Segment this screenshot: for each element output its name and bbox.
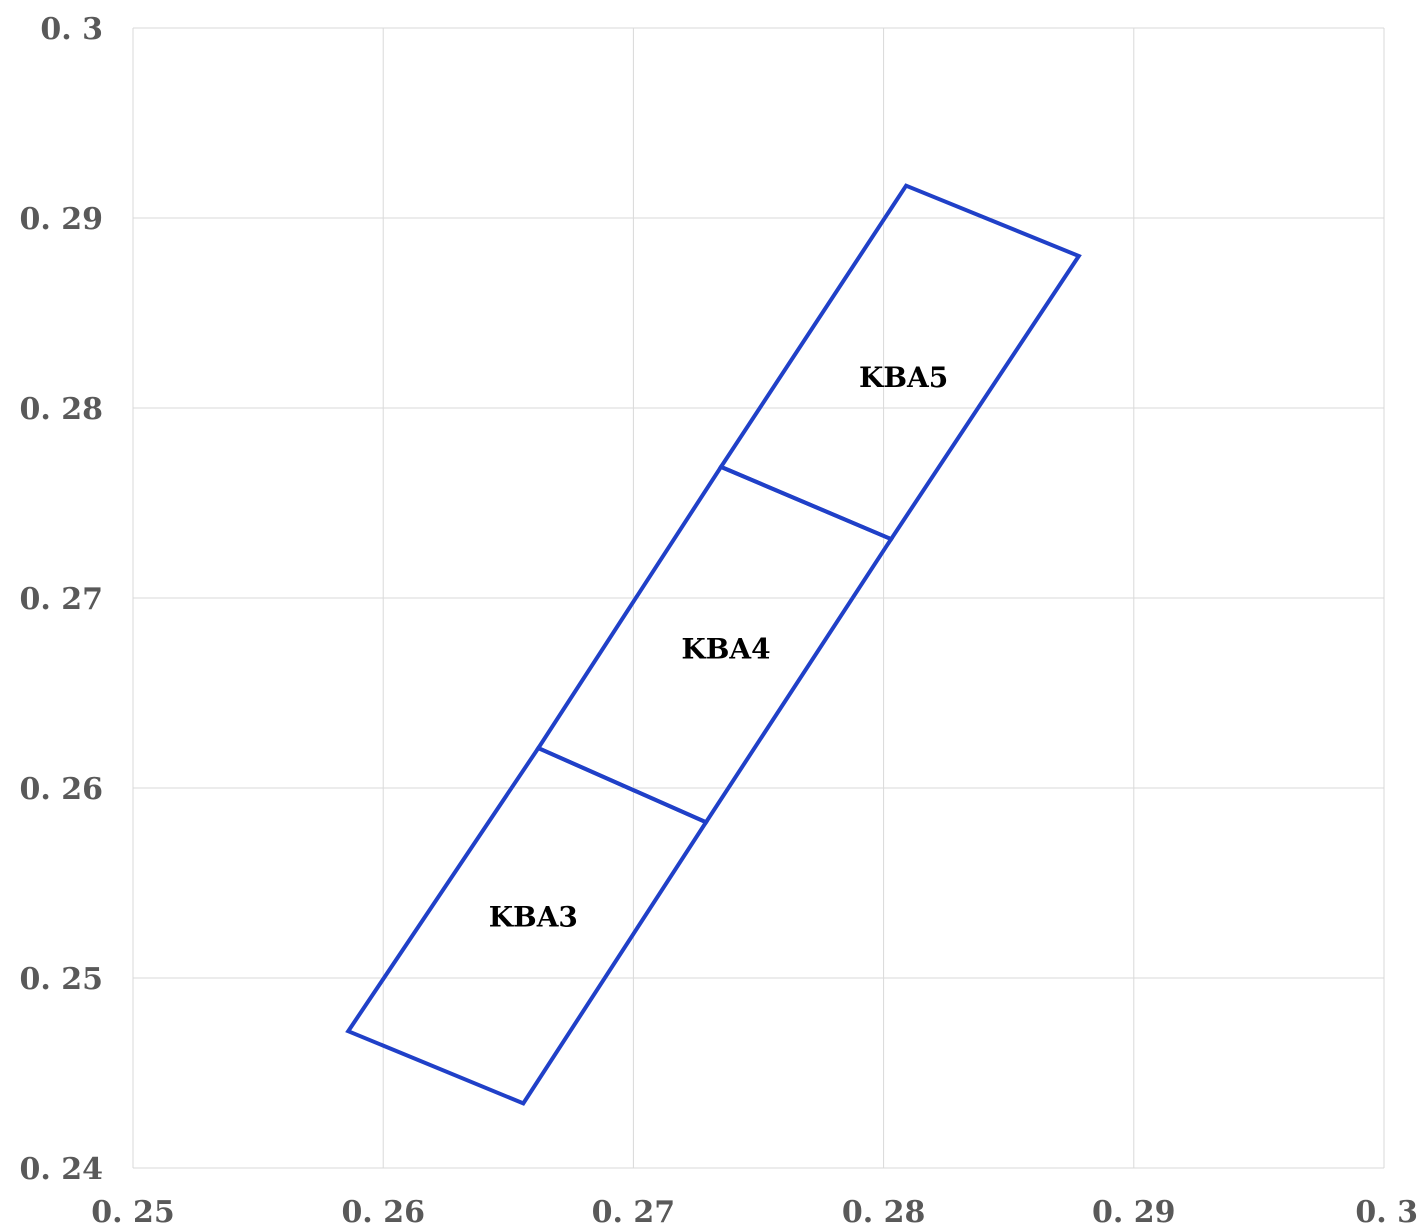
x-tick-label: 0. 25 xyxy=(91,1195,175,1227)
y-tick-label: 0. 24 xyxy=(19,1152,103,1187)
x-tick-label: 0. 3 xyxy=(1355,1195,1418,1227)
x-tick-label: 0. 29 xyxy=(1092,1195,1176,1227)
y-tick-label: 0. 29 xyxy=(19,202,103,237)
region-kba5 xyxy=(718,183,1082,542)
x-tick-label: 0. 26 xyxy=(341,1195,425,1227)
grid xyxy=(132,27,1385,1169)
y-tick-labels: 0. 24 0. 25 0. 26 0. 27 0. 28 0. 29 0. 3 xyxy=(19,12,103,1187)
y-tick-label: 0. 3 xyxy=(40,12,103,47)
x-tick-label: 0. 27 xyxy=(592,1195,676,1227)
x-tick-labels: 0. 25 0. 26 0. 27 0. 28 0. 29 0. 3 xyxy=(91,1195,1418,1227)
y-tick-label: 0. 25 xyxy=(19,962,103,997)
region-labels: KBA3 KBA4 KBA5 xyxy=(489,361,949,934)
region-label-kba4: KBA4 xyxy=(681,633,770,666)
region-label-kba5: KBA5 xyxy=(859,361,948,394)
y-tick-label: 0. 27 xyxy=(19,582,103,617)
y-tick-label: 0. 28 xyxy=(19,392,103,427)
region-label-kba3: KBA3 xyxy=(489,901,578,934)
regions xyxy=(345,183,1082,1106)
x-tick-label: 0. 28 xyxy=(842,1195,926,1227)
y-tick-label: 0. 26 xyxy=(19,772,103,807)
